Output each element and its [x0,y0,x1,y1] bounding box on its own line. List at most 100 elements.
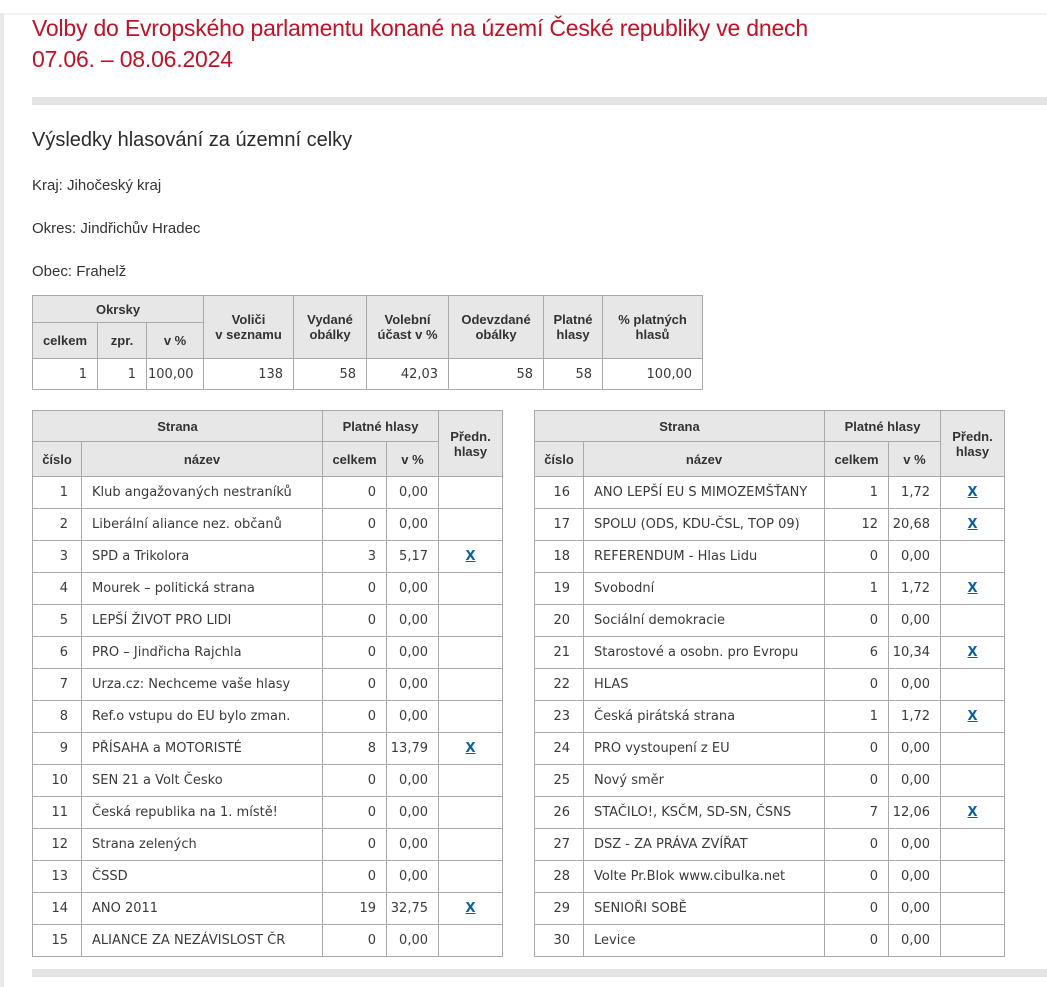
party-header-cislo: číslo [534,441,584,477]
content-area: Volby do Evropského parlamentu konané na… [0,13,1047,977]
preferential-votes-link[interactable]: X [967,517,978,532]
party-votes-total-cell: 0 [824,828,889,861]
summary-header-zpr: zpr. [97,322,147,359]
party-number-cell: 1 [32,476,82,509]
preferential-votes-cell [940,604,1005,637]
party-votes-total-cell: 0 [322,668,387,701]
party-votes-total-cell: 0 [824,764,889,797]
preferential-votes-cell [438,828,503,861]
party-row: 18 REFERENDUM - Hlas Lidu 0 0,00 [534,540,1005,573]
preferential-votes-link[interactable]: X [967,805,978,820]
party-votes-total-cell: 0 [824,860,889,893]
party-votes-percent-cell: 10,34 [888,636,941,669]
party-row: 15 ALIANCE ZA NEZÁVISLOST ČR 0 0,00 [32,924,503,957]
party-row: 25 Nový směr 0 0,00 [534,764,1005,797]
party-votes-percent-cell: 0,00 [386,476,439,509]
party-votes-percent-cell: 5,17 [386,540,439,573]
party-votes-percent-cell: 32,75 [386,892,439,925]
preferential-votes-cell [438,796,503,829]
region-obec-value: Frahelž [76,263,127,280]
top-divider [32,97,1047,105]
party-votes-total-cell: 0 [322,700,387,733]
party-name-cell: ALIANCE ZA NEZÁVISLOST ČR [81,924,323,957]
summary-header-platne-hlasy: Platné hlasy [543,295,604,359]
summary-value-zpr: 1 [97,358,147,390]
party-row: 9 PŘÍSAHA a MOTORISTÉ 8 13,79 X [32,732,503,765]
left-edge-strip [0,13,4,987]
party-number-cell: 5 [32,604,82,637]
party-number-cell: 25 [534,764,584,797]
party-header-v-pct: v % [888,441,941,477]
party-votes-total-cell: 1 [824,700,889,733]
party-row: 19 Svobodní 1 1,72 X [534,572,1005,605]
party-name-cell: ANO 2011 [81,892,323,925]
election-results-page: Volby do Evropského parlamentu konané na… [0,13,1047,987]
preferential-votes-link[interactable]: X [967,581,978,596]
party-header-platne-hlasy: Platné hlasy [322,410,439,442]
party-header-celkem: celkem [322,441,387,477]
party-votes-percent-cell: 0,00 [386,636,439,669]
preferential-votes-link[interactable]: X [465,549,476,564]
party-number-cell: 12 [32,828,82,861]
summary-value-ucast: 42,03 [366,358,450,390]
party-votes-percent-cell: 0,00 [386,604,439,637]
party-votes-total-cell: 0 [824,924,889,957]
preferential-votes-cell [438,924,503,957]
summary-value-odevzdane: 58 [448,358,545,390]
party-name-cell: SENIOŘI SOBĚ [583,892,825,925]
preferential-votes-cell: X [940,796,1005,829]
party-name-cell: Liberální aliance nez. občanů [81,508,323,541]
party-number-cell: 8 [32,700,82,733]
party-number-cell: 16 [534,476,584,509]
party-name-cell: STAČILO!, KSČM, SD-SN, ČSNS [583,796,825,829]
preferential-votes-cell: X [438,732,503,765]
party-votes-total-cell: 19 [322,892,387,925]
party-votes-percent-cell: 0,00 [888,924,941,957]
party-row: 3 SPD a Trikolora 3 5,17 X [32,540,503,573]
party-number-cell: 10 [32,764,82,797]
region-obec-label: Obec: [32,263,73,280]
party-votes-percent-cell: 0,00 [888,668,941,701]
party-name-cell: Klub angažovaných nestraníků [81,476,323,509]
party-row: 23 Česká pirátská strana 1 1,72 X [534,700,1005,733]
party-number-cell: 22 [534,668,584,701]
party-row: 26 STAČILO!, KSČM, SD-SN, ČSNS 7 12,06 X [534,796,1005,829]
page-title-line2: 07.06. – 08.06.2024 [32,46,233,72]
preferential-votes-link[interactable]: X [967,485,978,500]
preferential-votes-link[interactable]: X [465,901,476,916]
party-votes-total-cell: 0 [322,796,387,829]
party-name-cell: Starostové a osobn. pro Evropu [583,636,825,669]
summary-data-row: 1 1 100,00 138 58 42,03 58 58 100,00 [32,358,704,390]
party-votes-total-cell: 0 [322,508,387,541]
party-row: 28 Volte Pr.Blok www.cibulka.net 0 0,00 [534,860,1005,893]
party-votes-percent-cell: 0,00 [386,860,439,893]
party-name-cell: SEN 21 a Volt Česko [81,764,323,797]
summary-value-platne: 58 [543,358,604,390]
preferential-votes-link[interactable]: X [967,645,978,660]
party-votes-total-cell: 8 [322,732,387,765]
party-number-cell: 3 [32,540,82,573]
summary-header-odevzdane-obalky: Odevzdané obálky [448,295,545,359]
party-header-strana: Strana [534,410,825,442]
preferential-votes-cell [438,476,503,509]
party-votes-percent-cell: 0,00 [386,700,439,733]
party-votes-total-cell: 0 [322,924,387,957]
party-row: 5 LEPŠÍ ŽIVOT PRO LIDI 0 0,00 [32,604,503,637]
party-votes-total-cell: 12 [824,508,889,541]
preferential-votes-link[interactable]: X [967,709,978,724]
party-row: 24 PRO vystoupení z EU 0 0,00 [534,732,1005,765]
preferential-votes-cell [438,700,503,733]
party-votes-total-cell: 0 [322,828,387,861]
summary-header-vydane-obalky: Vydané obálky [293,295,368,359]
party-header-predn-hlasy: Předn. hlasy [940,410,1005,477]
party-votes-total-cell: 0 [322,572,387,605]
preferential-votes-cell [438,508,503,541]
party-votes-total-cell: 0 [824,668,889,701]
party-number-cell: 13 [32,860,82,893]
party-votes-percent-cell: 0,00 [386,828,439,861]
party-number-cell: 2 [32,508,82,541]
party-votes-total-cell: 1 [824,476,889,509]
party-votes-percent-cell: 0,00 [888,540,941,573]
preferential-votes-link[interactable]: X [465,741,476,756]
party-name-cell: Urza.cz: Nechceme vaše hlasy [81,668,323,701]
